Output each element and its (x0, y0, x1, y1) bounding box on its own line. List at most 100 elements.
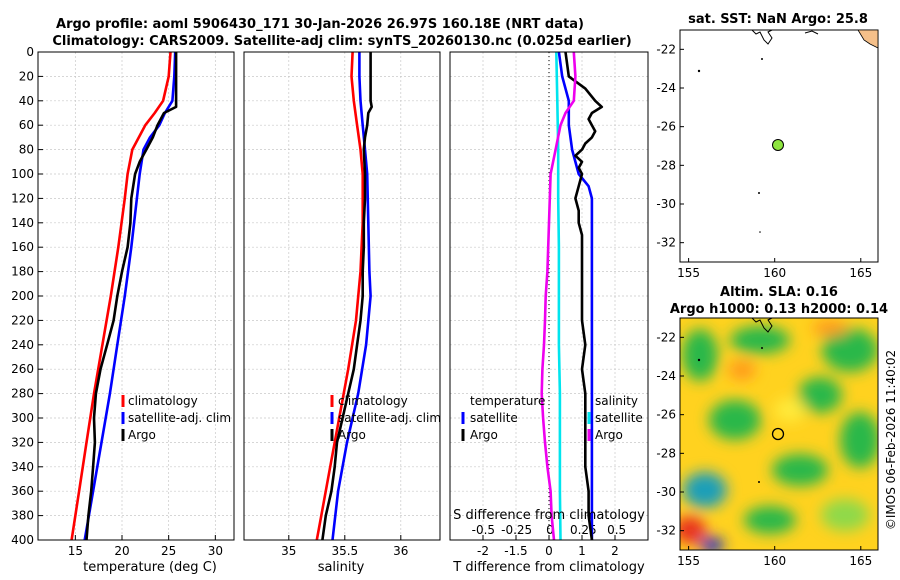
x-tick-label: -1.5 (504, 544, 527, 558)
map-y-tick-label: -30 (656, 485, 676, 499)
map-y-tick-label: -32 (656, 524, 676, 538)
series-line-satellite-adj-clim (83, 51, 177, 541)
sla-blob (730, 326, 790, 354)
sla-blob (728, 360, 756, 380)
x-tick-label: 2 (611, 544, 619, 558)
difference-top-label: S difference from climatology (453, 508, 645, 523)
sla-blob (680, 516, 706, 544)
imos-timestamp: ©IMOS 06-Feb-2026 11:40:02 (884, 350, 898, 530)
x-tick-label: 35 (281, 544, 296, 558)
x-tick-label: 25 (161, 544, 176, 558)
sla-blob (682, 329, 718, 381)
y-tick-label: 320 (11, 435, 34, 449)
sla-blob (821, 499, 869, 531)
y-tick-label: 100 (11, 167, 34, 181)
y-tick-label: 400 (11, 533, 34, 547)
y-tick-label: 360 (11, 484, 34, 498)
sst-map-island (759, 231, 761, 233)
sla-blob (798, 377, 842, 413)
sla-blob (812, 320, 848, 336)
legend-label-temperature: temperature (470, 394, 545, 408)
x-tick-label: 30 (208, 544, 223, 558)
y-tick-label: 180 (11, 265, 34, 279)
y-tick-label: 140 (11, 216, 34, 230)
x-tick-label: -2 (477, 544, 489, 558)
sst-map-island (761, 58, 763, 60)
y-tick-label: 340 (11, 460, 34, 474)
map-x-tick-label: 160 (763, 266, 786, 280)
map-y-tick-label: -26 (656, 408, 676, 422)
legend-label-salinity: salinity (595, 394, 638, 408)
y-tick-label: 40 (19, 94, 34, 108)
sst-map-island (758, 192, 760, 194)
sla-map-argo-marker (771, 427, 785, 441)
sla-blob (822, 328, 878, 372)
map-y-tick-label: -24 (656, 369, 676, 383)
sla-map-panel: Altim. SLA: 0.16 Argo h1000: 0.13 h2000:… (656, 285, 888, 568)
sst-map-ticks: 155 160 165 -22 -24 -26 -28 -30 -32 (656, 42, 872, 280)
legend-label-s-satellite: satellite (595, 411, 643, 425)
sst-map-panel: sat. SST: NaN Argo: 25.8 155 160 165 -22 -24… (656, 12, 879, 280)
y-tick-label: 380 (11, 509, 34, 523)
y-tick-label: 200 (11, 289, 34, 303)
map-x-tick-label: 165 (849, 266, 872, 280)
sst-map-land-ne (857, 29, 879, 49)
salinity-legend: climatology satellite-adj. clim Argo (330, 394, 441, 442)
series-line-argo (85, 52, 178, 541)
sla-blob (840, 412, 878, 468)
x-tick-label: 35.5 (331, 544, 358, 558)
difference-panel: -2 -1.5 0 1 2-0.5 -0.25 0 0.25 0.5 (449, 51, 649, 558)
salinity-panel: 35 35.5 36 (243, 51, 441, 558)
sst-map-reef-outline (804, 30, 819, 35)
sla-map-island (761, 347, 763, 349)
sla-map-island (758, 481, 760, 483)
sla-map-island (697, 358, 701, 362)
legend-label-t-argo: Argo (470, 428, 498, 442)
temperature-xlabel: temperature (deg C) (83, 560, 217, 575)
y-tick-label: 60 (19, 118, 34, 132)
y-tick-label: 160 (11, 240, 34, 254)
legend-label-satellite: satellite-adj. clim (128, 411, 231, 425)
sst-map-title: sat. SST: NaN Argo: 25.8 (688, 12, 868, 27)
sla-blob (709, 400, 761, 440)
y-tick-label: 0 (26, 45, 34, 59)
sla-map-title-2: Argo h1000: 0.13 h2000: 0.14 (670, 302, 888, 317)
temperature-panel: 0 20 40 60 80 100 120 140 160 180 200 220 240 260 280 3… (11, 45, 235, 558)
difference-legend: temperature satellite Argo salinity sate… (461, 394, 643, 442)
map-y-tick-label: -28 (656, 158, 676, 172)
map-y-tick-label: -28 (656, 446, 676, 460)
x-tick-label: 0 (545, 544, 553, 558)
sst-map-coastline (751, 29, 773, 45)
map-y-tick-label: -26 (656, 120, 676, 134)
map-y-tick-label: -22 (656, 330, 676, 344)
y-tick-label: 260 (11, 362, 34, 376)
s-tick-label: -0.5 (472, 523, 495, 537)
sla-blob (700, 537, 724, 550)
x-tick-label: 36 (393, 544, 408, 558)
legend-label-satellite: satellite-adj. clim (338, 411, 441, 425)
s-tick-label: 0.5 (607, 523, 626, 537)
y-tick-label: 80 (19, 143, 34, 157)
legend-label-climatology: climatology (128, 394, 198, 408)
series-line-climatology (315, 51, 365, 541)
title-line-1: Argo profile: aoml 5906430_171 30-Jan-20… (56, 17, 584, 32)
temperature-legend: climatology satellite-adj. clim Argo (121, 394, 231, 442)
sst-map-argo-marker (772, 139, 784, 151)
series-line-climatology (70, 51, 172, 541)
series-line-satellite-adj-clim (331, 52, 372, 541)
plot-frame (243, 51, 441, 541)
map-x-tick-label: 155 (677, 554, 700, 568)
map-y-tick-label: -22 (656, 42, 676, 56)
title-line-2: Climatology: CARS2009. Satellite-adj cli… (52, 34, 631, 49)
salinity-xlabel: salinity (318, 560, 365, 575)
map-x-tick-label: 160 (763, 554, 786, 568)
map-x-tick-label: 165 (849, 554, 872, 568)
x-tick-label: 20 (114, 544, 129, 558)
y-tick-label: 240 (11, 338, 34, 352)
legend-label-argo: Argo (128, 428, 156, 442)
y-tick-label: 220 (11, 313, 34, 327)
sla-blob (772, 454, 828, 486)
s-tick-label: -0.25 (501, 523, 532, 537)
